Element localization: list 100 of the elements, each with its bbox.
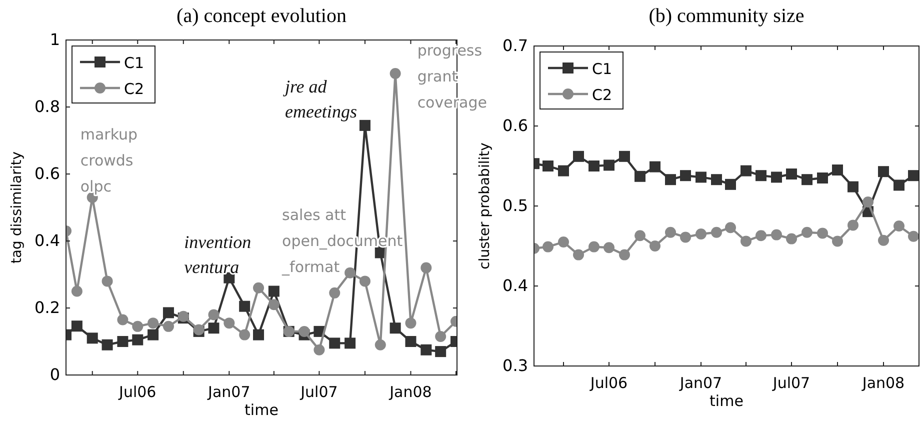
point bbox=[344, 338, 356, 349]
point bbox=[268, 286, 280, 297]
point bbox=[148, 318, 159, 329]
chart-title: (b) community size bbox=[648, 5, 804, 27]
point bbox=[894, 180, 904, 191]
x-tick-label: Jul06 bbox=[118, 383, 156, 401]
point bbox=[573, 249, 584, 260]
point bbox=[771, 229, 782, 240]
point bbox=[71, 286, 82, 297]
point bbox=[420, 344, 432, 356]
point bbox=[435, 346, 446, 358]
point bbox=[208, 322, 220, 334]
point bbox=[117, 336, 128, 347]
point bbox=[756, 170, 766, 182]
point bbox=[908, 170, 919, 182]
point bbox=[86, 332, 98, 344]
point bbox=[558, 236, 569, 248]
point bbox=[224, 318, 235, 329]
y-axis-title: cluster probability bbox=[477, 142, 493, 270]
y-tick-label: 0.3 bbox=[502, 356, 528, 375]
x-tick-label: Jul06 bbox=[589, 374, 628, 392]
point bbox=[680, 170, 691, 182]
point bbox=[878, 234, 889, 246]
point bbox=[771, 172, 782, 183]
y-axis-title: tag dissimilarity bbox=[9, 151, 25, 264]
point bbox=[711, 174, 722, 186]
point bbox=[390, 322, 401, 334]
point bbox=[542, 241, 554, 252]
point bbox=[650, 240, 660, 252]
point bbox=[725, 222, 736, 234]
legend-label: C2 bbox=[124, 80, 144, 98]
point bbox=[132, 334, 144, 346]
x-axis-title: time bbox=[244, 401, 278, 419]
point bbox=[711, 226, 722, 238]
point bbox=[817, 228, 828, 239]
legend-label: C2 bbox=[592, 86, 612, 104]
point bbox=[634, 170, 646, 182]
point bbox=[588, 241, 600, 252]
annotation: jre ad emeetings bbox=[282, 76, 357, 122]
point bbox=[208, 309, 220, 320]
x-tick-label: Jan07 bbox=[678, 374, 722, 392]
point bbox=[588, 160, 600, 172]
point bbox=[696, 228, 706, 240]
point bbox=[740, 165, 752, 176]
point bbox=[786, 233, 797, 244]
point bbox=[832, 164, 843, 176]
point bbox=[634, 230, 646, 242]
point bbox=[756, 230, 766, 242]
point bbox=[894, 220, 904, 232]
legend-label: C1 bbox=[592, 60, 612, 78]
point bbox=[740, 236, 752, 247]
x-axis-title: time bbox=[710, 392, 744, 410]
point bbox=[132, 320, 144, 332]
point bbox=[848, 181, 858, 192]
annotation: markup crowds olpc bbox=[80, 125, 138, 196]
point bbox=[725, 178, 736, 190]
point bbox=[117, 314, 128, 326]
x-tick-label: Jan07 bbox=[207, 383, 250, 401]
chart-title: (a) concept evolution bbox=[176, 5, 346, 27]
point bbox=[542, 160, 554, 172]
point bbox=[680, 232, 691, 243]
point bbox=[862, 196, 874, 208]
point bbox=[268, 299, 280, 310]
point bbox=[390, 68, 401, 79]
point bbox=[239, 329, 250, 340]
legend-label: C1 bbox=[124, 54, 144, 72]
annotation: invention ventura bbox=[184, 232, 252, 277]
y-tick-label: 0.6 bbox=[34, 164, 60, 183]
point bbox=[665, 226, 676, 238]
point bbox=[848, 220, 858, 231]
point bbox=[435, 330, 446, 342]
point bbox=[604, 242, 614, 254]
point bbox=[696, 172, 706, 183]
point bbox=[329, 287, 340, 298]
point bbox=[817, 172, 828, 184]
point bbox=[329, 338, 340, 349]
point bbox=[619, 150, 630, 162]
point bbox=[102, 339, 113, 350]
point bbox=[253, 329, 264, 340]
point bbox=[420, 262, 432, 274]
y-tick-label: 0.5 bbox=[502, 196, 528, 215]
y-tick-label: 1 bbox=[50, 30, 60, 49]
point bbox=[665, 174, 676, 186]
point bbox=[573, 150, 584, 162]
x-tick-label: Jan08 bbox=[388, 383, 432, 401]
x-tick-label: Jul07 bbox=[300, 383, 338, 401]
y-tick-label: 0.4 bbox=[34, 231, 60, 250]
y-tick-label: 0 bbox=[50, 365, 60, 384]
point bbox=[148, 329, 159, 340]
x-tick-label: Jul07 bbox=[772, 374, 810, 392]
point bbox=[650, 161, 660, 172]
point bbox=[878, 166, 889, 178]
point bbox=[405, 336, 416, 347]
point bbox=[786, 168, 797, 180]
point bbox=[298, 326, 310, 337]
point bbox=[102, 276, 113, 287]
y-tick-label: 0.8 bbox=[34, 97, 60, 116]
x-tick-label: Jan08 bbox=[861, 374, 905, 392]
point bbox=[344, 267, 356, 278]
point bbox=[604, 160, 614, 171]
